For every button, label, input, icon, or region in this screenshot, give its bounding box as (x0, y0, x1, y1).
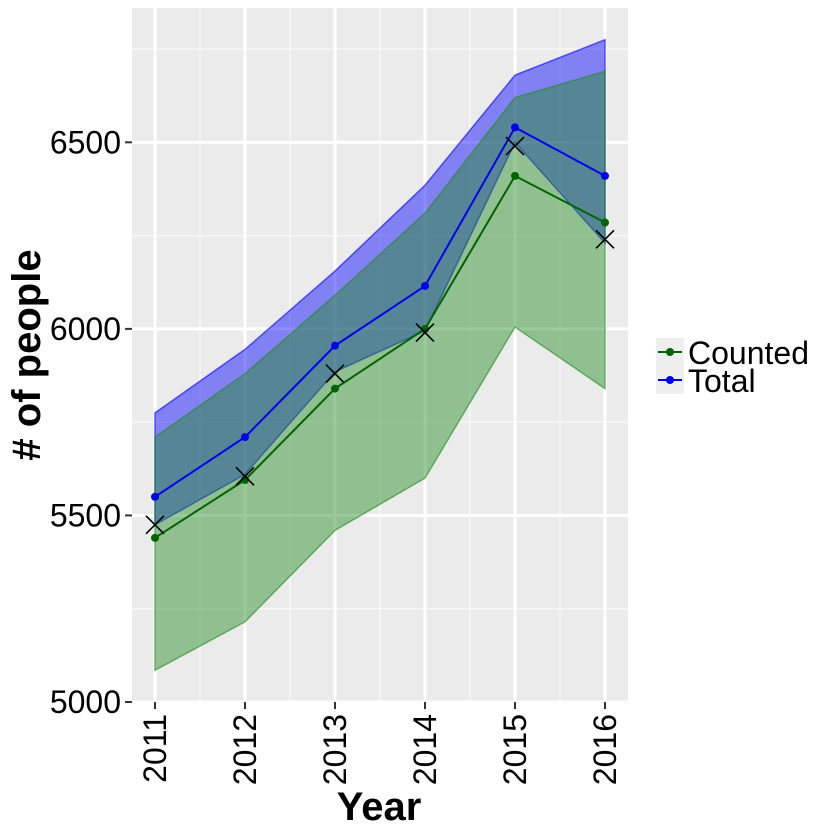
marker-x (595, 229, 615, 249)
axes: 5000 5500 6000 6500 2011 2012 2013 2014 2015 2016 (50, 124, 623, 785)
observed-markers (145, 136, 615, 535)
point-total (241, 433, 249, 442)
y-tick-label: 5500 (50, 497, 121, 533)
point-total (511, 123, 519, 132)
marker-x-stroke (325, 364, 345, 384)
point-total (421, 281, 429, 290)
marker-x (145, 515, 165, 535)
x-tick-label: 2011 (137, 714, 173, 783)
band-counted (154, 70, 606, 672)
marker-x-stroke (415, 323, 435, 343)
marker-x (325, 364, 345, 384)
legend: Counted Total (656, 335, 809, 399)
legend-label-counted: Counted (688, 335, 809, 371)
line-total (154, 126, 606, 498)
point-counted (601, 218, 609, 227)
point-counted (151, 533, 159, 542)
x-axis-title: Year (337, 785, 422, 829)
point-counted (331, 384, 339, 393)
marker-x (415, 323, 435, 343)
point-total (331, 341, 339, 350)
point-total (601, 171, 609, 180)
point-counted (511, 171, 519, 180)
y-tick-label: 5000 (50, 684, 121, 720)
x-tick-label: 2015 (497, 714, 533, 785)
x-tick-label: 2012 (227, 714, 263, 785)
y-axis-title: # of people (5, 249, 49, 460)
confidence-bands (154, 38, 606, 672)
marker-x-stroke (595, 229, 615, 249)
y-tick-label: 6000 (50, 311, 121, 347)
marker-x (505, 136, 525, 156)
x-tick-label: 2014 (407, 714, 443, 785)
point-total (151, 492, 159, 501)
legend-item-counted: Counted (656, 335, 809, 371)
marker-x-stroke (505, 136, 525, 156)
legend-label-total: Total (688, 363, 756, 399)
marker-x-stroke (235, 466, 255, 486)
x-tick-label: 2016 (587, 714, 623, 785)
y-tick-label: 6500 (50, 124, 121, 160)
legend-dot-counted (666, 348, 674, 356)
x-tick-label: 2013 (317, 714, 353, 785)
series-lines (154, 126, 606, 539)
marker-x-stroke (145, 515, 165, 535)
marker-x (235, 466, 255, 486)
legend-item-total: Total (656, 363, 756, 399)
line-counted (154, 174, 606, 539)
grid (132, 8, 628, 704)
legend-dot-total (666, 376, 674, 384)
